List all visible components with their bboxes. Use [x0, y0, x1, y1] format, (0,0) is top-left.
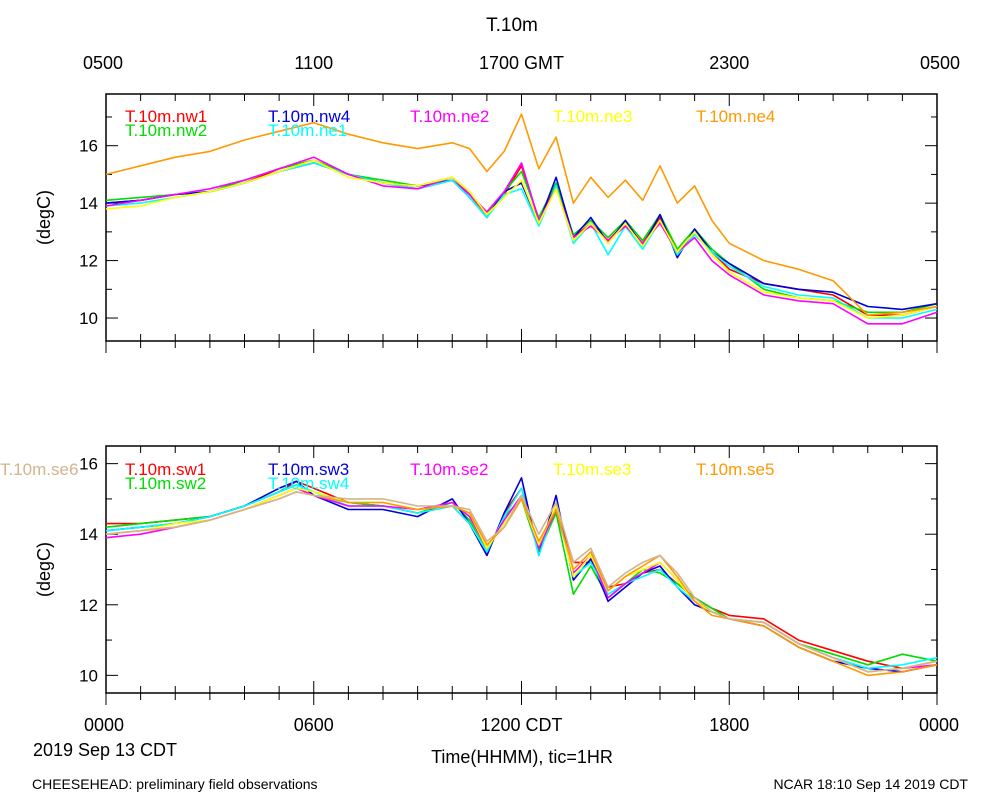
- series-line-t-10m-sw4: [105, 483, 938, 670]
- legend-entry: T.10m.sw3: [268, 460, 349, 479]
- legend-entry: T.10m.se6: [0, 460, 78, 479]
- legend-entry: T.10m.sw2: [125, 474, 206, 493]
- series-line-t-10m-se6: [105, 491, 938, 673]
- legend-entry: T.10m.sw1: [125, 460, 206, 479]
- plot-frame: [105, 93, 938, 342]
- y-axis-label: (degC): [34, 542, 54, 597]
- y-tick-label: 12: [79, 596, 98, 615]
- series-line-t-10m-ne3: [105, 159, 938, 319]
- top-tick-label: 1100: [294, 53, 333, 73]
- series-line-t-10m-sw3: [105, 476, 938, 673]
- date-label: 2019 Sep 13 CDT: [33, 740, 177, 760]
- legend-entry: T.10m.nw1: [125, 107, 207, 126]
- top-tick-label: 0500: [920, 53, 960, 73]
- series-line-t-10m-nw2: [105, 159, 938, 314]
- top-tick-label: 2300: [709, 53, 749, 73]
- legend-entry: T.10m.nw4: [268, 107, 350, 126]
- bottom-tick-label: 0000: [84, 715, 124, 735]
- plot-frame: [105, 445, 938, 694]
- footer-left: CHEESEHEAD: preliminary field observatio…: [32, 776, 318, 792]
- series-line-t-10m-ne4: [105, 113, 938, 317]
- bottom-tick-label: 0600: [294, 715, 334, 735]
- series-line-t-10m-ne1: [105, 162, 938, 319]
- y-tick-label: 14: [79, 194, 98, 213]
- bottom-tick-label: 0000: [919, 715, 959, 735]
- bottom-axis-labels: 0000 0600 1200 CDT 1800 0000: [84, 715, 959, 735]
- y-tick-label: 10: [79, 666, 98, 685]
- y-axis-label: (degC): [34, 190, 54, 245]
- legend-entry: T.10m.se2: [410, 460, 488, 479]
- x-axis-label: Time(HHMM), tic=1HR: [431, 747, 613, 767]
- y-tick-label: 16: [79, 137, 98, 156]
- top-tick-label: 0500: [83, 53, 123, 73]
- legend-entry: T.10m.ne3: [553, 107, 632, 126]
- top-tick-label: 1700 GMT: [479, 53, 564, 73]
- y-tick-label: 16: [79, 455, 98, 474]
- top-axis-labels: 0500 1100 1700 GMT 2300 0500: [83, 53, 960, 73]
- legend-entry: T.10m.se3: [553, 460, 631, 479]
- y-tick-label: 10: [79, 309, 98, 328]
- legend-entry: T.10m.sw4: [268, 474, 349, 493]
- legend-entry: T.10m.se5: [696, 460, 774, 479]
- y-tick-label: 14: [79, 525, 98, 544]
- series-line-t-10m-sw2: [105, 483, 938, 666]
- legend-entry: T.10m.nw2: [125, 121, 207, 140]
- footer-right: NCAR 18:10 Sep 14 2019 CDT: [773, 776, 968, 792]
- legend-entry: T.10m.ne2: [410, 107, 489, 126]
- legend-entry: T.10m.ne1: [268, 121, 347, 140]
- y-tick-label: 12: [79, 252, 98, 271]
- bottom-tick-label: 1200 CDT: [480, 715, 562, 735]
- series-line-t-10m-sw1: [106, 480, 938, 670]
- chart-title: T.10m: [486, 15, 538, 36]
- legend-entry: T.10m.ne4: [696, 107, 775, 126]
- bottom-tick-label: 1800: [709, 715, 749, 735]
